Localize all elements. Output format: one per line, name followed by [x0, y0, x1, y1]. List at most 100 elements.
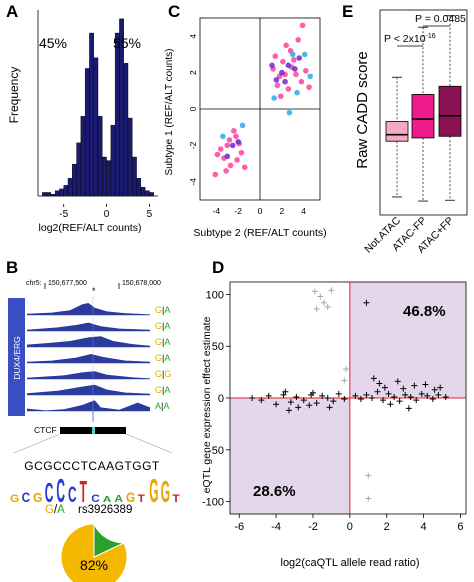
motif-logo-letter: C	[56, 473, 65, 510]
eqtl-ytick-label: -50	[208, 445, 224, 457]
boxplot-sig1: P < 2x10-16	[384, 33, 436, 45]
track-label-bar	[8, 298, 25, 416]
histogram-bar	[114, 32, 120, 197]
eqtl-xtick-label: 2	[384, 521, 390, 533]
track-allele-label: G|A	[155, 321, 170, 331]
eqtl-point	[374, 388, 381, 395]
allele-pie-chart	[60, 523, 128, 582]
eqtl-point	[402, 391, 409, 398]
scatter-subtype-point	[299, 22, 306, 29]
histogram-xtick-label: -5	[59, 209, 68, 220]
scatter-subtype-xlabel: Subtype 2 (REF/ALT counts)	[193, 227, 326, 239]
eqtl-point	[319, 392, 326, 399]
scatter-subtype-xtick-label: 4	[301, 206, 306, 216]
scatter-subtype-ytick-label: 0	[188, 106, 198, 111]
eqtl-point	[306, 402, 313, 409]
eqtl-point	[286, 407, 292, 414]
scatter-subtype-point	[214, 151, 221, 158]
coverage-track	[27, 371, 150, 379]
eqtl-point	[249, 395, 256, 401]
quadrant-top-right	[349, 282, 466, 398]
panel-label-e: E	[342, 2, 354, 21]
scatter-subtype-point	[283, 42, 289, 49]
histogram-bar	[63, 185, 69, 197]
eqtl-point	[309, 389, 316, 396]
eqtl-xtick-label: 0	[347, 521, 353, 533]
scatter-subtype-point	[306, 84, 312, 90]
pie-pct-label: 82%	[80, 557, 108, 573]
scatter-subtype-point	[273, 77, 280, 83]
histogram-bar	[76, 142, 82, 197]
histogram-bar	[59, 188, 64, 197]
panel-label-d: D	[212, 258, 225, 277]
boxplot-box	[385, 121, 409, 142]
motif-logo-letter: A	[103, 495, 112, 504]
snp-sep: /	[54, 504, 58, 516]
eqtl-point	[328, 287, 335, 294]
histogram-bar	[97, 116, 103, 197]
scatter-subtype-ylabel: Subtype 1 (REF/ALT counts)	[164, 49, 175, 176]
scatter-subtype-point	[235, 138, 241, 145]
boxplot-frame	[379, 9, 468, 216]
boxplot-ylabel: Raw CADD score	[354, 51, 371, 169]
eqtl-point	[311, 288, 318, 295]
eqtl-point	[317, 293, 324, 300]
coverage-track	[27, 322, 150, 331]
coverage-track	[27, 336, 150, 347]
scatter-subtype-point	[223, 168, 229, 174]
scatter-subtype-point	[220, 133, 226, 140]
boxplot-sig1-sup: -16	[426, 33, 436, 40]
motif-logo-letter: C	[68, 482, 77, 507]
scatter-subtype-ytick-label: -2	[188, 141, 198, 149]
eqtl-point	[380, 397, 387, 404]
boxplot-sig1-text: P < 2x10	[384, 33, 426, 45]
eqtl-ytick-label: 50	[212, 341, 224, 353]
eqtl-point	[300, 397, 307, 404]
scatter-subtype-point	[233, 133, 239, 140]
scatter-subtype-point	[271, 95, 277, 101]
snp-allele-label: G/A	[45, 504, 65, 516]
scatter-subtype-point	[229, 142, 236, 149]
eqtl-point	[363, 299, 370, 306]
scatter-subtype-point	[307, 73, 313, 80]
histogram-xtick-label: 5	[147, 209, 153, 220]
histogram-bar	[50, 194, 56, 197]
eqtl-ylabel: eQTL gene expression effect estimate	[201, 316, 213, 493]
scatter-subtype-point	[298, 78, 305, 85]
scatter-subtype-point	[293, 71, 299, 78]
scatter-subtype-point	[274, 82, 281, 89]
eqtl-point	[321, 299, 328, 306]
histogram-bar	[102, 156, 107, 197]
eqtl-point	[381, 384, 388, 391]
scatter-subtype-point	[295, 37, 301, 43]
eqtl-point	[287, 399, 294, 406]
ctcf-label: CTCF	[34, 425, 57, 435]
scatter-subtype-point	[285, 86, 292, 92]
eqtl-point	[418, 390, 425, 397]
eqtl-point	[313, 305, 320, 312]
scatter-subtype-point	[303, 67, 309, 74]
scatter-subtype-ytick-label: 2	[188, 70, 198, 75]
eqtl-point	[324, 395, 331, 401]
eqtl-pct-bottom-left: 28.6%	[253, 483, 296, 500]
track-allele-label: A|A	[155, 401, 169, 411]
boxplot-box	[411, 94, 435, 139]
eqtl-point	[295, 404, 302, 411]
boxplot-box	[438, 85, 462, 137]
eqtl-point	[387, 401, 394, 408]
snp-star-icon: *	[92, 286, 96, 296]
eqtl-xtick-label: 4	[421, 521, 427, 533]
eqtl-point	[341, 396, 348, 403]
eqtl-xtick-label: -4	[271, 521, 281, 533]
eqtl-point	[363, 391, 370, 398]
snp-id: rs3926389	[78, 504, 132, 516]
scatter-subtype-point	[217, 146, 224, 152]
eqtl-point	[431, 386, 438, 393]
histogram-xtick-label: 0	[104, 209, 110, 220]
motif-logo-letter: T	[80, 474, 87, 508]
histogram-bar	[89, 32, 94, 197]
scatter-subtype-point	[289, 51, 296, 58]
eqtl-ytick-label: 100	[206, 289, 224, 301]
